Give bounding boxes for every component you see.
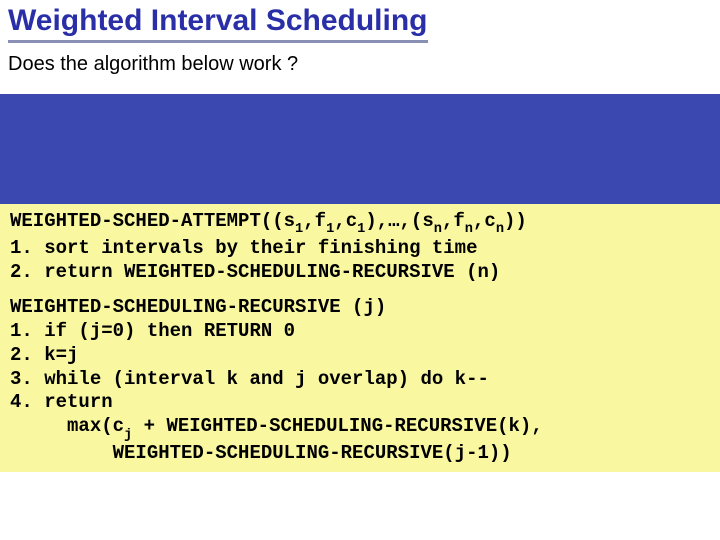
- subscript: 1: [295, 222, 303, 237]
- code-line: 3. while (interval k and j overlap) do k…: [10, 368, 489, 390]
- code-line: 1. if (j=0) then RETURN 0: [10, 320, 295, 342]
- slide: Weighted Interval Scheduling Does the al…: [0, 0, 720, 540]
- slide-subtitle: Does the algorithm below work ?: [8, 53, 712, 76]
- subscript: n: [465, 222, 473, 237]
- code-line: )): [504, 210, 527, 232]
- code-line: WEIGHTED-SCHEDULING-RECURSIVE (j): [10, 296, 386, 318]
- code-line: 1. sort intervals by their finishing tim…: [10, 237, 477, 259]
- subscript: 1: [326, 222, 334, 237]
- code-line: 2. return WEIGHTED-SCHEDULING-RECURSIVE …: [10, 261, 500, 283]
- code-line: WEIGHTED-SCHEDULING-RECURSIVE(j-1)): [10, 442, 512, 464]
- subscript: n: [496, 222, 504, 237]
- code-line: ,c: [334, 210, 357, 232]
- code-line: 4. return: [10, 391, 113, 413]
- code-line: ),…,(s: [365, 210, 433, 232]
- code-line: ,f: [442, 210, 465, 232]
- code-line: ,c: [473, 210, 496, 232]
- code-line: + WEIGHTED-SCHEDULING-RECURSIVE(k),: [132, 415, 542, 437]
- code-line: WEIGHTED-SCHED-ATTEMPT((s: [10, 210, 295, 232]
- subscript: j: [124, 428, 132, 443]
- algorithm-block-1: WEIGHTED-SCHED-ATTEMPT((s1,f1,c1),…,(sn,…: [0, 204, 720, 290]
- slide-title: Weighted Interval Scheduling: [8, 4, 428, 43]
- slide-header: Weighted Interval Scheduling Does the al…: [0, 0, 720, 94]
- subscript: 1: [357, 222, 365, 237]
- mid-band: [0, 94, 720, 204]
- code-line: max(c: [10, 415, 124, 437]
- code-line: ,f: [303, 210, 326, 232]
- algorithm-block-2: WEIGHTED-SCHEDULING-RECURSIVE (j) 1. if …: [0, 290, 720, 471]
- code-line: 2. k=j: [10, 344, 78, 366]
- subscript: n: [434, 222, 442, 237]
